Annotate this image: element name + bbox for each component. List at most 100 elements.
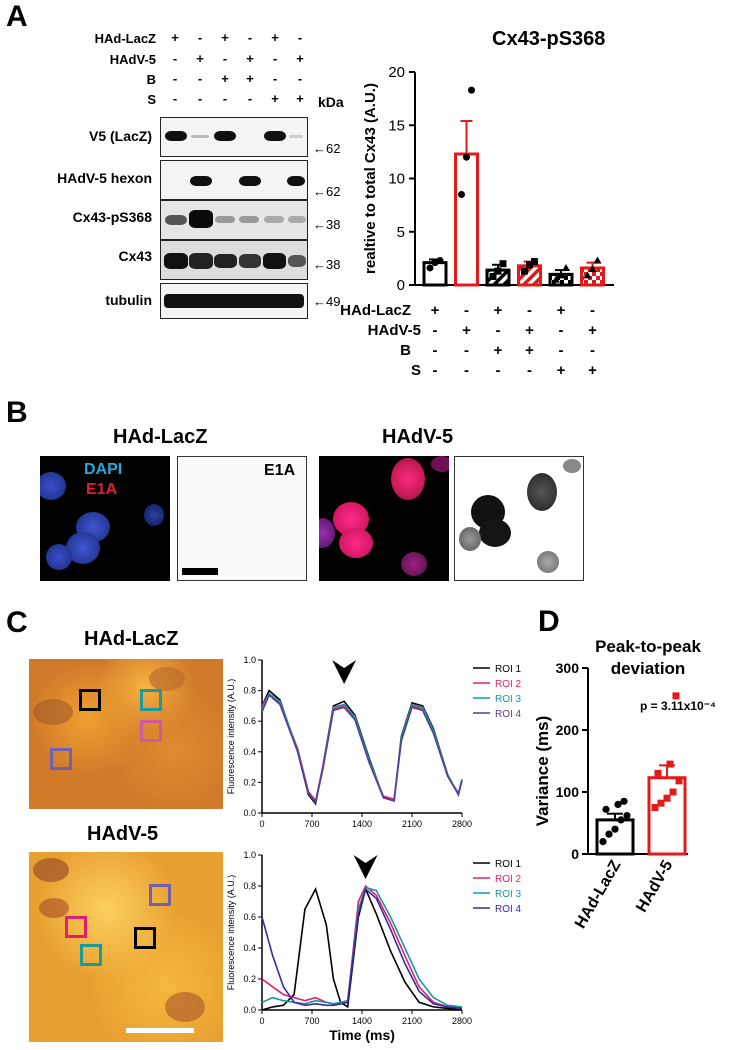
x-tick-label: 2100 <box>402 819 422 829</box>
data-point <box>583 271 592 279</box>
x-tick-label: HAd-LacZ <box>572 857 625 931</box>
sign: - <box>247 30 253 45</box>
sign: - <box>297 71 303 86</box>
condition-sign: - <box>496 362 501 379</box>
roi-3-box <box>80 944 102 966</box>
treatment-label: HAdV-5 <box>109 52 156 67</box>
scale-bar <box>126 1028 194 1033</box>
blot-v5-lacz <box>160 117 308 157</box>
condition-sign: - <box>559 342 564 359</box>
x-tick-label: 2800 <box>452 1016 472 1026</box>
ca-image-hadv5 <box>29 852 223 1042</box>
data-point <box>657 799 665 807</box>
roi-1-box <box>134 927 156 949</box>
data-point <box>617 816 625 824</box>
roi-4-box <box>50 748 72 770</box>
sign: + <box>246 71 254 86</box>
condition-sign: + <box>588 322 597 339</box>
y-tick-label: 15 <box>388 117 405 134</box>
bar <box>454 152 479 287</box>
y-tick-label: 20 <box>388 64 405 81</box>
y-axis-label: Fluorescence intensity (A.U.) <box>226 875 236 991</box>
x-tick-label: 0 <box>259 1016 264 1026</box>
if-image-hadv5-merge <box>319 456 449 581</box>
treatment-label: S <box>147 92 156 107</box>
legend-label: ROI 3 <box>495 694 522 705</box>
sign: + <box>296 91 304 106</box>
blot-cx43 <box>160 240 308 280</box>
legend-label: ROI 2 <box>495 679 522 690</box>
ca-image-lacz <box>29 659 223 809</box>
y-tick-label: 0.6 <box>243 912 256 922</box>
y-tick-label: 300 <box>556 660 580 676</box>
trace-roi-1 <box>261 689 463 806</box>
quant-title: Cx43-pS368 <box>492 28 606 50</box>
y-tick-label: 1.0 <box>243 850 256 860</box>
data-point <box>663 794 671 802</box>
roi-2-box <box>65 916 87 938</box>
e1a-gray-label: E1A <box>264 462 296 479</box>
arrowhead <box>353 855 378 879</box>
y-tick-label: 0.2 <box>243 974 256 984</box>
condition-sign: - <box>559 322 564 339</box>
roi-2-box <box>140 720 162 742</box>
data-point <box>675 777 683 785</box>
sign: - <box>172 51 178 66</box>
data-point <box>666 760 674 768</box>
panel-letter-d: D <box>538 605 560 638</box>
e1a-label: E1A <box>86 481 118 498</box>
data-point <box>552 275 560 283</box>
panel-letter-b: B <box>6 396 28 429</box>
y-tick-label: 0 <box>571 846 579 862</box>
data-point <box>611 825 619 833</box>
y-tick-label: 100 <box>556 784 580 800</box>
sign: + <box>221 30 229 45</box>
sign: - <box>247 91 253 106</box>
sign: - <box>172 71 178 86</box>
y-tick-label: 0.8 <box>243 686 256 696</box>
y-tick-label: 0.6 <box>243 716 256 726</box>
y-tick-label: 0.2 <box>243 777 256 787</box>
condition-sign: - <box>590 342 595 359</box>
trace-chart-lacz: 0.0 0.2 0.4 0.6 0.8 1.0 0 700 1400 2100 2800 Fluore… <box>226 655 522 829</box>
blot-row-label: V5 (LacZ) <box>88 128 152 144</box>
x-tick-label: HAdV-5 <box>633 857 676 915</box>
sign: + <box>271 91 279 106</box>
blot-tubulin <box>160 283 308 319</box>
sign: - <box>197 91 203 106</box>
trace-chart-hadv5: 0.0 0.2 0.4 0.6 0.8 1.0 0 700 1400 2100 2800 Fluore… <box>226 850 522 1043</box>
sign: - <box>272 51 278 66</box>
y-tick-label: 5 <box>397 224 405 241</box>
legend-label: ROI 4 <box>495 904 522 915</box>
y-tick-label: 1.0 <box>243 655 256 665</box>
condition-sign: - <box>433 342 438 359</box>
sign: + <box>196 51 204 66</box>
sign: + <box>271 30 279 45</box>
sign: + <box>296 51 304 66</box>
if-image-hadv5-e1a <box>454 456 584 581</box>
x-axis-label: Time (ms) <box>329 1027 395 1043</box>
condition-sign: + <box>525 322 534 339</box>
x-tick-label: 0 <box>259 819 264 829</box>
y-axis-label: Variance (ms) <box>533 716 552 827</box>
if-image-lacz-e1a: E1A <box>177 456 307 581</box>
if-title-lacz: HAd-LacZ <box>113 426 208 448</box>
data-point <box>494 267 502 275</box>
condition-sign: + <box>462 322 471 339</box>
blot-hexon <box>160 160 308 200</box>
x-tick-label: 2100 <box>402 1016 422 1026</box>
chart-title-line2: deviation <box>611 659 686 678</box>
roi-1-box <box>79 689 101 711</box>
arrowhead <box>332 660 357 684</box>
trace-roi-3 <box>261 692 463 805</box>
sign: - <box>172 91 178 106</box>
data-point <box>620 797 628 805</box>
blot-cx43-ps368 <box>160 200 308 240</box>
p-value: p = 3.11x10⁻⁴ <box>640 699 716 713</box>
data-point <box>562 263 570 271</box>
condition-label: S <box>411 362 421 379</box>
y-tick-label: 0.0 <box>243 1005 256 1015</box>
condition-label: HAdV-5 <box>368 322 421 339</box>
data-point <box>593 256 602 264</box>
data-point <box>526 261 533 269</box>
